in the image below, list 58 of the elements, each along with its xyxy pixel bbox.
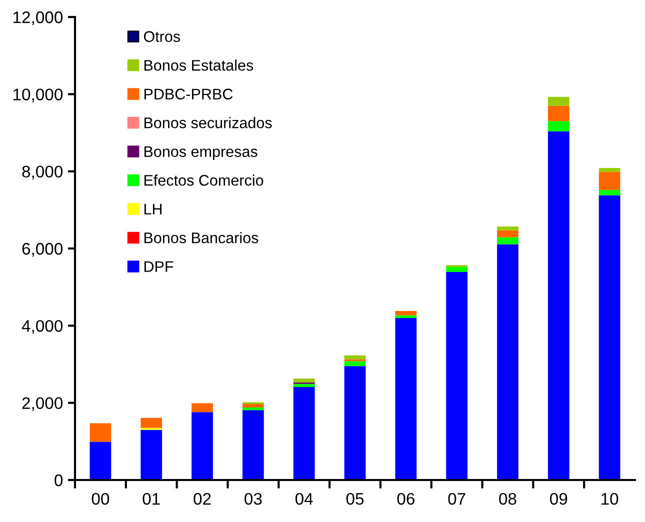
bar — [446, 267, 468, 272]
y-tick-label: 0 — [54, 474, 63, 486]
bar — [395, 315, 417, 318]
y-tick-label: 8,000 — [22, 166, 63, 180]
legend-label: DPF — [144, 261, 174, 272]
bar — [497, 226, 518, 230]
y-tick-label: 4,000 — [22, 320, 63, 334]
x-tick-label: 04 — [295, 492, 313, 505]
legend-label: Bonos securizados — [144, 117, 272, 128]
legend-label: Bonos empresas — [144, 146, 258, 160]
bar — [242, 404, 264, 408]
x-tick-label: 01 — [142, 492, 160, 505]
bar — [395, 318, 417, 480]
x-tick-label: 03 — [244, 492, 262, 505]
x-tick-label: 10 — [602, 492, 618, 505]
bar — [140, 418, 162, 428]
bar — [293, 387, 315, 480]
bar — [395, 311, 417, 316]
x-tick-label: 09 — [550, 492, 568, 505]
bar — [548, 131, 570, 480]
bar — [192, 403, 213, 412]
bar — [598, 190, 620, 196]
y-tick-label: 10,000 — [13, 88, 63, 102]
legend-label: Bonos Bancarios — [144, 232, 258, 244]
bar — [548, 121, 570, 132]
bar — [293, 378, 315, 382]
bar — [293, 384, 315, 388]
bar — [242, 407, 264, 410]
bar — [90, 442, 112, 480]
x-tick-label: 00 — [92, 492, 110, 505]
bar — [344, 361, 366, 366]
legend-label: Efectos Comercio — [144, 174, 264, 186]
bar — [446, 272, 468, 480]
y-tick-label: 12,000 — [13, 11, 63, 26]
legend-label: Bonos Estatales — [144, 60, 254, 71]
bar — [497, 230, 518, 238]
bar — [242, 410, 264, 480]
bar — [90, 423, 112, 442]
legend-label: PDBC-PRBC — [144, 88, 233, 100]
legend-label: Otros — [144, 31, 180, 42]
bar — [598, 195, 620, 480]
x-tick-label: 08 — [499, 492, 516, 505]
bar — [497, 237, 518, 244]
x-tick-label: 06 — [397, 492, 414, 505]
bar — [192, 412, 213, 480]
legend-label: LH — [144, 204, 162, 214]
x-tick-label: 07 — [448, 492, 466, 505]
y-tick-label: 6,000 — [22, 242, 63, 257]
x-tick-label: 05 — [346, 492, 364, 505]
bar — [598, 168, 620, 172]
bar — [140, 430, 162, 480]
y-tick-label: 2,000 — [22, 397, 63, 412]
bar — [497, 244, 518, 480]
x-tick-label: 02 — [194, 492, 211, 505]
bar — [548, 106, 570, 122]
bar — [598, 172, 620, 190]
bar — [548, 96, 570, 106]
bar — [344, 366, 366, 480]
